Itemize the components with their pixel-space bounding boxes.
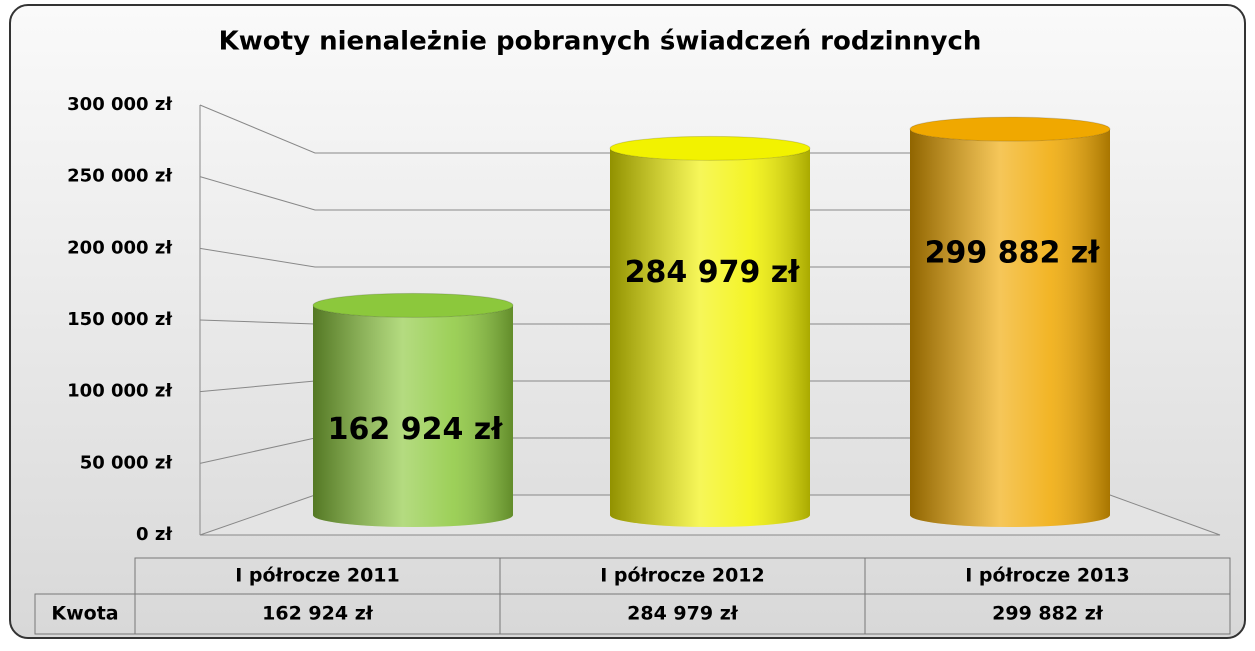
legend-entry: Kwota [51,603,118,625]
x-tick-label: I półrocze 2011 [235,565,400,587]
data-label: 162 924 zł [328,412,504,447]
y-tick-label: 50 000 zł [80,452,174,473]
table-value: 284 979 zł [627,603,739,625]
data-label: 299 882 zł [925,236,1101,271]
grid-line [199,247,1110,268]
table-border [34,593,1231,635]
y-tick-label: 100 000 zł [67,381,173,402]
bar-top [312,292,514,318]
bar-shading [610,148,810,527]
y-tick-label: 200 000 zł [67,237,173,258]
bar-top [909,116,1111,142]
grid-line [199,176,1110,211]
table-value: 299 882 zł [992,603,1104,625]
bar-shading [910,129,1110,527]
x-tick-label: I półrocze 2013 [965,565,1130,587]
x-tick-label: I półrocze 2012 [600,565,765,587]
data-label: 284 979 zł [625,255,801,290]
y-tick-label: 0 zł [136,524,173,545]
table-value: 162 924 zł [262,603,374,625]
y-tick-label: 150 000 zł [67,309,173,330]
y-tick-label: 250 000 zł [67,166,173,187]
bar-shading [313,305,513,527]
chart-title: Kwoty nienależnie pobranych świadczeń ro… [219,27,982,57]
bar-top [609,135,811,161]
grid-line [199,104,1110,154]
y-tick-label: 300 000 zł [67,94,173,115]
data-table: Kwota [34,557,1231,635]
